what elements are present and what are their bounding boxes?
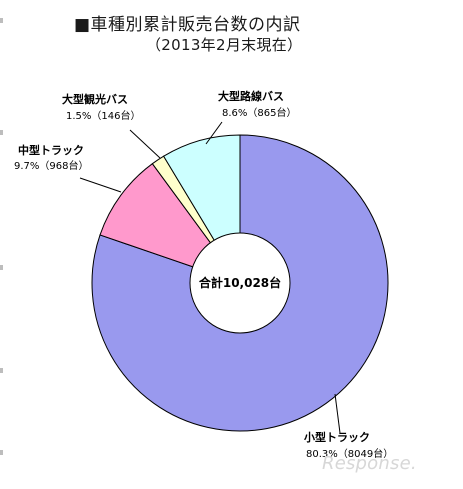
- chart-title: ■車種別累計販売台数の内訳: [74, 15, 301, 35]
- label-small-truck-name: 小型トラック: [303, 430, 370, 444]
- frame-mark: [0, 265, 3, 270]
- leader-line-tour-bus: [129, 129, 161, 159]
- leader-line-medium-truck: [79, 177, 122, 193]
- leader-line-small-truck: [334, 393, 341, 434]
- donut-hole: [189, 232, 291, 334]
- label-route-bus-value: 8.6%（865台）: [222, 106, 297, 119]
- label-medium-truck-name: 中型トラック: [18, 143, 84, 157]
- frame-mark: [0, 130, 3, 135]
- label-tour-bus-name: 大型観光バス: [62, 92, 128, 106]
- label-tour-bus-value: 1.5%（146台）: [66, 109, 141, 122]
- frame-mark: [0, 18, 3, 23]
- label-route-bus-name: 大型路線バス: [218, 89, 284, 103]
- label-small-truck-value: 80.3%（8049台）: [306, 447, 393, 460]
- frame-mark: [0, 368, 3, 373]
- center-total-label: 合計10,028台: [199, 275, 281, 290]
- label-medium-truck-value: 9.7%（968台）: [14, 159, 89, 172]
- leader-line-route-bus: [205, 121, 223, 145]
- chart-subtitle: （2013年2月末現在）: [146, 36, 303, 54]
- frame-mark: [0, 450, 3, 455]
- watermark-logo: Response.: [322, 453, 417, 474]
